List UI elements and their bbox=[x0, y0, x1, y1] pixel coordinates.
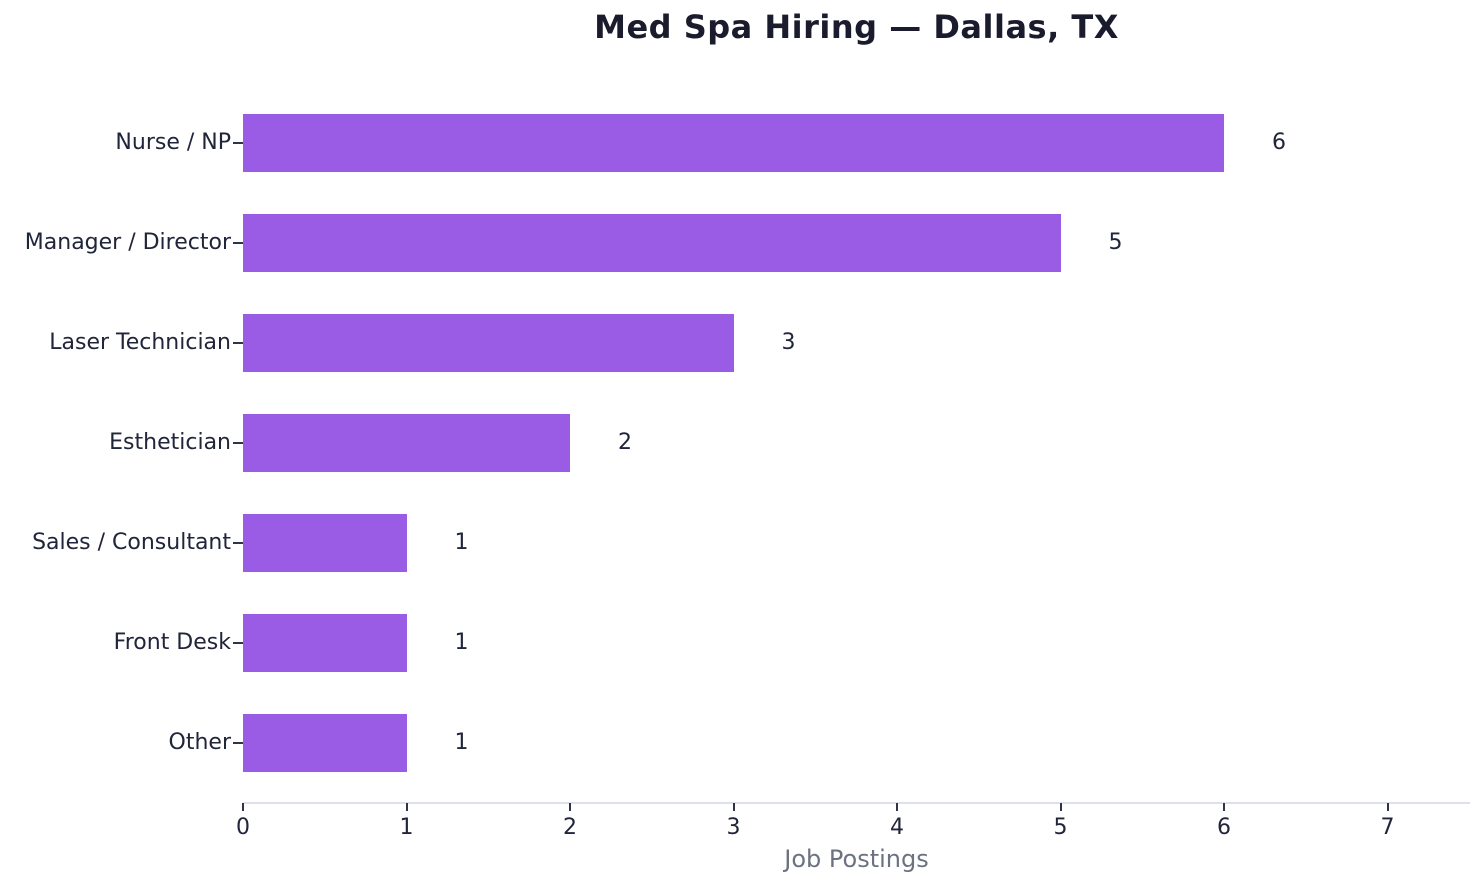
x-tick-label: 6 bbox=[1217, 815, 1231, 840]
x-tick-label: 1 bbox=[399, 815, 414, 840]
chart-title: Med Spa Hiring — Dallas, TX bbox=[594, 8, 1119, 46]
x-tick-label: 3 bbox=[726, 815, 741, 840]
value-label: 1 bbox=[454, 730, 469, 755]
y-tick-mark bbox=[233, 742, 243, 744]
value-label: 3 bbox=[781, 330, 796, 355]
y-tick-mark bbox=[233, 342, 243, 344]
category-label: Esthetician bbox=[109, 430, 231, 455]
bar bbox=[243, 414, 570, 472]
value-label: 6 bbox=[1272, 130, 1286, 155]
bar bbox=[243, 614, 407, 672]
bar bbox=[243, 514, 407, 572]
x-axis-label: Job Postings bbox=[784, 845, 929, 873]
x-tick-label: 0 bbox=[236, 815, 250, 840]
value-label: 1 bbox=[454, 530, 469, 555]
category-label: Front Desk bbox=[113, 630, 231, 655]
value-label: 2 bbox=[618, 430, 632, 455]
x-tick-mark bbox=[1223, 803, 1225, 811]
x-tick-mark bbox=[569, 803, 571, 811]
x-tick-mark bbox=[1386, 803, 1389, 811]
category-label: Laser Technician bbox=[49, 330, 231, 355]
x-tick-label: 7 bbox=[1380, 815, 1395, 840]
bar bbox=[243, 714, 407, 772]
y-tick-mark bbox=[233, 142, 243, 144]
value-label: 1 bbox=[454, 630, 469, 655]
x-tick-label: 4 bbox=[890, 815, 904, 840]
bar bbox=[243, 314, 734, 372]
x-tick-mark bbox=[242, 803, 244, 811]
x-tick-mark bbox=[732, 803, 735, 811]
bar bbox=[243, 214, 1061, 272]
bar bbox=[243, 114, 1224, 172]
category-label: Other bbox=[168, 730, 231, 755]
category-label: Manager / Director bbox=[24, 230, 231, 255]
x-axis-line bbox=[243, 802, 1470, 804]
y-tick-mark bbox=[233, 542, 243, 544]
value-label: 5 bbox=[1108, 230, 1123, 255]
category-label: Sales / Consultant bbox=[32, 530, 231, 555]
y-tick-mark bbox=[233, 642, 243, 644]
y-tick-mark bbox=[233, 242, 243, 244]
x-tick-label: 2 bbox=[563, 815, 577, 840]
x-tick-mark bbox=[1059, 803, 1062, 811]
category-label: Nurse / NP bbox=[115, 130, 231, 155]
x-tick-label: 5 bbox=[1053, 815, 1068, 840]
y-tick-mark bbox=[233, 442, 243, 444]
x-tick-mark bbox=[896, 803, 898, 811]
x-tick-mark bbox=[405, 803, 408, 811]
